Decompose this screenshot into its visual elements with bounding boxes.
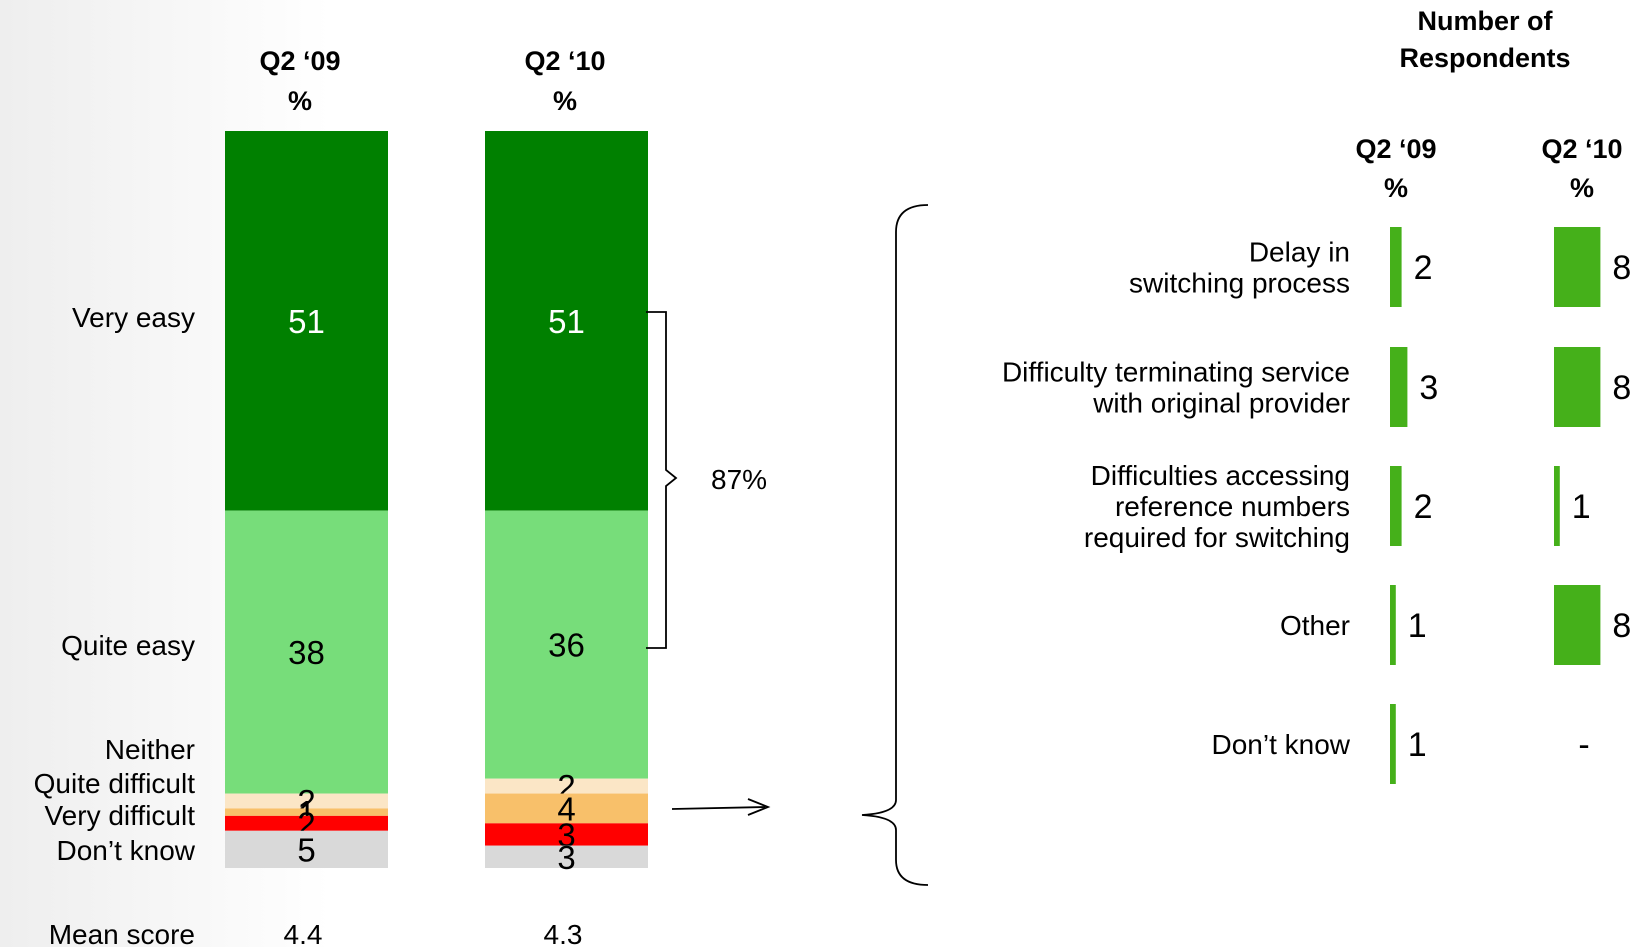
col1-header-year: Q2 ‘09 xyxy=(259,46,340,76)
segment-value-very-difficult-col2: 3 xyxy=(557,817,575,854)
mean-score-q2-09: 4.4 xyxy=(284,919,323,947)
reasons-header-line1: Number of xyxy=(1418,6,1554,36)
reasons-col2-header-year: Q2 ‘10 xyxy=(1541,134,1622,164)
reason-value-5-col2: - xyxy=(1578,726,1589,764)
reason-label-4-line-1: Other xyxy=(1280,610,1350,641)
reason-value-5-col1: 1 xyxy=(1408,726,1427,764)
segment-value-very-easy-col1: 51 xyxy=(288,303,325,340)
reasons-brace xyxy=(861,204,929,886)
segment-very-easy-col2 xyxy=(485,131,648,511)
reason-bar-3-col2 xyxy=(1554,466,1560,546)
reason-bar-4-col2 xyxy=(1554,585,1601,665)
reason-value-2-col1: 3 xyxy=(1419,369,1438,407)
reason-bar-3-col1 xyxy=(1390,466,1402,546)
segment-value-quite-difficult-col2: 4 xyxy=(557,790,575,827)
reason-label-5-line-1: Don’t know xyxy=(1211,729,1350,760)
category-label-quite-difficult: Quite difficult xyxy=(34,768,196,799)
reason-value-4-col2: 8 xyxy=(1612,607,1631,645)
reason-bar-1-col1 xyxy=(1390,227,1402,307)
segment-very-difficult-col2 xyxy=(485,823,648,846)
mean-score-q2-10: 4.3 xyxy=(544,919,583,947)
category-label-very-easy: Very easy xyxy=(72,302,195,333)
top-two-bracket xyxy=(646,311,678,649)
reason-bar-1-col2 xyxy=(1554,227,1601,307)
reason-label-1-line-1: Delay in xyxy=(1249,237,1350,268)
segment-value-dont-know-col1: 5 xyxy=(297,831,315,868)
category-label-neither: Neither xyxy=(105,734,195,765)
reason-bar-2-col1 xyxy=(1390,347,1408,427)
reason-bar-4-col1 xyxy=(1390,585,1396,665)
segment-value-dont-know-col2: 3 xyxy=(557,839,575,876)
col2-header-unit: % xyxy=(553,86,577,116)
reason-value-3-col1: 2 xyxy=(1414,488,1433,526)
reason-label-3-line-1: Difficulties accessing xyxy=(1091,460,1350,491)
reason-label-2-line-2: with original provider xyxy=(1092,388,1350,419)
segment-neither-col2 xyxy=(485,778,648,794)
reason-label-2-line-1: Difficulty terminating service xyxy=(1002,357,1350,388)
reasons-header-line2: Respondents xyxy=(1399,43,1570,73)
segment-very-difficult-col1 xyxy=(225,815,388,831)
segment-quite-easy-col2 xyxy=(485,510,648,779)
reason-value-3-col2: 1 xyxy=(1572,488,1591,526)
reason-label-1-line-2: switching process xyxy=(1129,268,1350,299)
category-label-very-difficult: Very difficult xyxy=(45,800,196,831)
top-two-total-label: 87% xyxy=(711,464,767,495)
segment-neither-col1 xyxy=(225,793,388,809)
mean-score-label: Mean score xyxy=(49,919,195,947)
segment-dont-know-col2 xyxy=(485,845,648,868)
segment-value-quite-easy-col2: 36 xyxy=(548,627,585,664)
segment-quite-easy-col1 xyxy=(225,510,388,794)
reason-label-3-line-3: required for switching xyxy=(1084,522,1350,553)
category-label-quite-easy: Quite easy xyxy=(61,630,195,661)
segment-very-easy-col1 xyxy=(225,131,388,511)
segment-value-quite-easy-col1: 38 xyxy=(288,634,325,671)
arrow-line xyxy=(671,806,766,810)
reason-value-4-col1: 1 xyxy=(1408,607,1427,645)
category-label-dont-know: Don’t know xyxy=(56,835,195,866)
reason-label-3-line-2: reference numbers xyxy=(1115,491,1350,522)
col2-header-year: Q2 ‘10 xyxy=(524,46,605,76)
col1-header-unit: % xyxy=(288,86,312,116)
reason-value-1-col1: 2 xyxy=(1414,249,1433,287)
segment-value-very-easy-col2: 51 xyxy=(548,303,585,340)
reasons-col2-header-unit: % xyxy=(1570,173,1594,203)
segment-quite-difficult-col1 xyxy=(225,808,388,816)
arrow-head xyxy=(747,798,771,816)
reason-value-1-col2: 8 xyxy=(1612,249,1631,287)
reason-value-2-col2: 8 xyxy=(1612,369,1631,407)
segment-quite-difficult-col2 xyxy=(485,793,648,824)
reason-bar-2-col2 xyxy=(1554,347,1601,427)
segment-dont-know-col1 xyxy=(225,830,388,868)
reasons-col1-header-year: Q2 ‘09 xyxy=(1355,134,1436,164)
reason-bar-5-col1 xyxy=(1390,704,1396,784)
reasons-col1-header-unit: % xyxy=(1384,173,1408,203)
